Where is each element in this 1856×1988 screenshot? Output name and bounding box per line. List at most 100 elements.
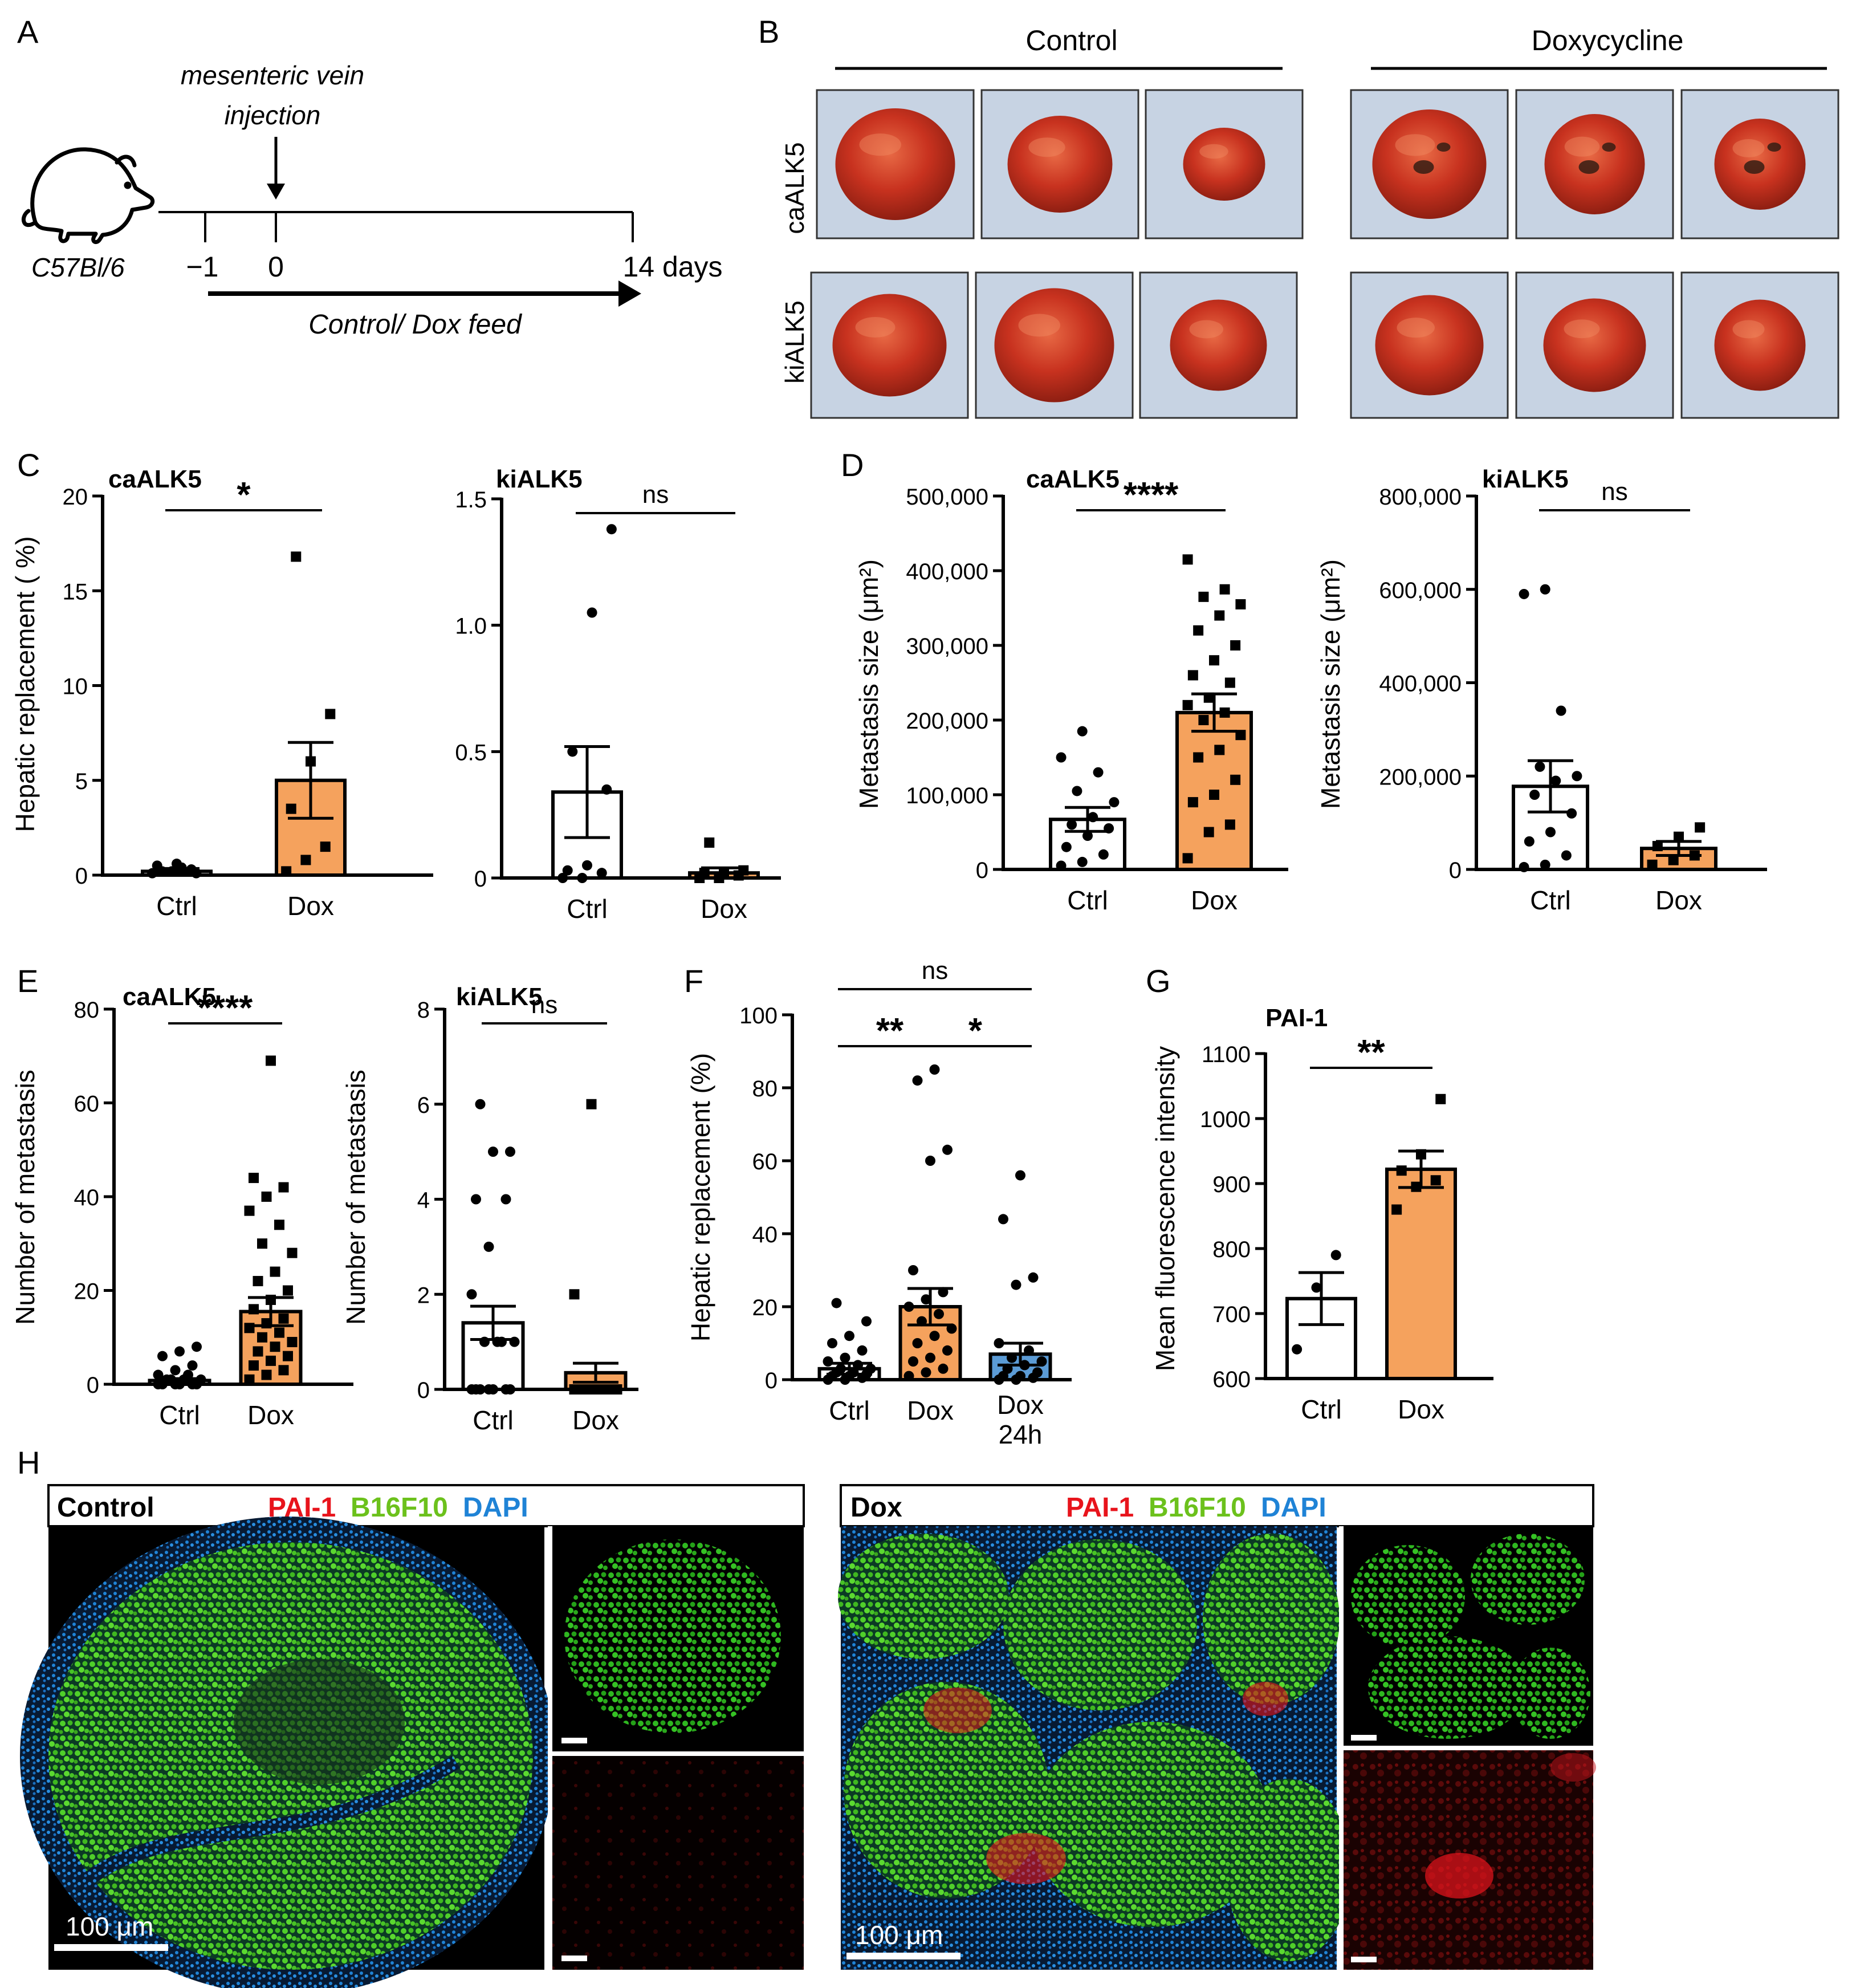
data-point [1067,819,1077,830]
data-point [286,803,296,814]
metastasis-spot [1767,143,1781,152]
data-point [1015,1371,1025,1381]
data-point [1416,1149,1426,1160]
data-point [176,862,187,873]
data-point [1082,831,1093,841]
liver-highlight [1395,134,1435,156]
data-point [249,1360,259,1371]
group-label-control: Control [1025,25,1117,56]
data-point [147,868,158,879]
data-point [500,1194,511,1205]
y-axis-label: Mean fluorescence intensity [1150,1046,1180,1371]
y-axis-label: Hepatic replacement ( %) [10,536,40,832]
y-tick-label: 1.5 [455,487,487,513]
x-tick-label: Ctrl [156,891,197,921]
panel-letter-e: E [17,963,38,999]
data-point [577,873,588,883]
y-tick-label: 0 [87,1373,99,1398]
y-tick-label: 600,000 [1379,578,1462,603]
x-tick-label: Dox [1655,885,1702,915]
data-point [249,1304,259,1315]
y-tick-label: 40 [74,1185,100,1210]
data-point [840,1352,850,1363]
data-point [1104,823,1114,834]
data-point [903,1302,914,1312]
y-tick-label: 800,000 [1379,485,1462,510]
data-point [994,1338,1004,1348]
h-dox-stain-pai1: PAI-1 [1066,1493,1134,1523]
y-tick-label: 500,000 [906,485,988,510]
data-point [853,1360,863,1371]
data-point [157,1351,168,1361]
y-tick-label: 0.5 [455,740,487,765]
liver-organ [1714,299,1806,391]
data-point [174,1346,185,1357]
x-tick-label: Ctrl [829,1396,870,1425]
data-point [1198,591,1209,602]
data-point [1411,1181,1422,1192]
panel-letter-b: B [758,14,779,50]
x-tick-label: Dox [572,1405,619,1435]
data-point [1088,812,1098,823]
data-point [921,1367,931,1378]
data-point [946,1323,957,1334]
h-control-title: Control [57,1493,154,1523]
significance-label: ** [876,1011,904,1051]
data-point [1529,790,1540,800]
liver-photo-5 [1515,89,1674,239]
x-tick-label: Dox [247,1400,294,1430]
data-point [569,1289,580,1300]
metastasis-spot [1413,160,1434,174]
data-point [865,1363,876,1374]
y-tick-label: 8 [417,998,430,1023]
liver-photo-8 [975,271,1134,419]
liver-photo-1 [816,89,975,239]
chart-title: caALK5 [108,465,202,493]
data-point [1224,819,1235,830]
data-point [942,1345,953,1356]
data-point [606,524,617,535]
data-point [1224,677,1235,688]
chart-title: kiALK5 [496,465,583,493]
data-point [1193,752,1204,763]
data-point [475,1099,486,1109]
y-tick-label: 6 [417,1093,430,1118]
metastasis-spot [1602,143,1616,152]
data-point [1007,1352,1017,1363]
data-point [1219,707,1230,718]
data-point [704,837,715,848]
liver-photo-4 [1350,89,1509,239]
data-point [266,1294,276,1305]
liver-photo-6 [1680,89,1839,239]
liver-highlight [1018,314,1060,337]
y-tick-label: 5 [75,769,88,794]
h-dox-merged-image: 100 μm [838,1526,1351,1970]
data-point [1540,584,1550,595]
data-point [1674,831,1684,842]
data-point [1311,1282,1322,1293]
x-tick-label: Dox [1398,1395,1444,1424]
y-tick-label: 200,000 [906,709,988,734]
y-tick-label: 20 [74,1279,100,1304]
data-point [287,1336,298,1347]
chart-title: kiALK5 [456,983,543,1011]
data-point [283,1351,293,1361]
data-point [274,1219,284,1230]
data-point [1015,1170,1025,1181]
data-point [921,1294,931,1305]
data-point [183,1369,193,1380]
y-tick-label: 40 [752,1222,778,1247]
data-point [1695,822,1706,833]
liver-photo-3 [1145,89,1304,239]
data-point [1550,775,1561,786]
y-tick-label: 0 [474,867,487,892]
data-point [505,1384,515,1395]
panel-letter-h: H [17,1445,40,1481]
h-control-stain-b16f10: B16F10 [351,1493,448,1523]
data-point [278,1365,289,1376]
y-tick-label: 0 [75,864,88,889]
y-tick-label: 100,000 [906,783,988,808]
data-point [274,1327,284,1338]
liver-organ [1007,116,1113,213]
data-point [1203,692,1214,703]
